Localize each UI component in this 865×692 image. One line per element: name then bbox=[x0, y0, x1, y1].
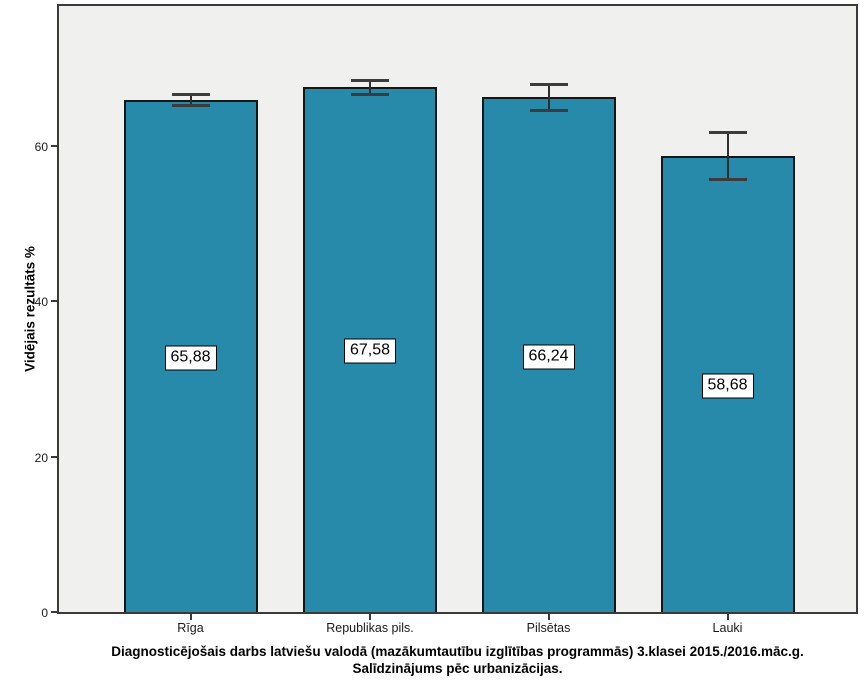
bar bbox=[660, 156, 795, 612]
bar-value-label: 65,88 bbox=[164, 345, 217, 371]
y-tick-mark bbox=[51, 144, 59, 147]
error-bar-cap-bottom bbox=[708, 178, 747, 182]
bar-value-label: 58,68 bbox=[701, 373, 754, 399]
error-bar-cap-top bbox=[529, 82, 568, 86]
error-bar-line bbox=[369, 79, 371, 95]
x-tick-label: Rīga bbox=[177, 621, 204, 635]
error-bar-line bbox=[189, 93, 192, 107]
x-tick-label: Lauki bbox=[712, 621, 743, 635]
error-bar-line bbox=[547, 83, 550, 111]
error-bar-cap-top bbox=[351, 78, 389, 82]
error-bar-cap-bottom bbox=[171, 104, 210, 108]
error-bar-cap-top bbox=[171, 92, 210, 96]
bar-value-label: 66,24 bbox=[522, 344, 575, 370]
y-tick-label: 40 bbox=[34, 295, 48, 310]
x-tick-mark bbox=[726, 614, 729, 620]
error-bar-cap-top bbox=[708, 130, 747, 134]
chart-title: Diagnosticējošais darbs latviešu valodā … bbox=[59, 643, 856, 677]
error-bar-cap-bottom bbox=[351, 92, 389, 96]
error-bar-cap-bottom bbox=[529, 108, 568, 112]
plot-area: 65,88 67,58 66,24 58,68 bbox=[57, 4, 858, 614]
y-tick-label: 60 bbox=[34, 139, 48, 154]
x-tick-label: Republikas pils. bbox=[326, 621, 414, 635]
y-tick-mark bbox=[51, 611, 59, 613]
x-tick-mark bbox=[547, 614, 550, 620]
bar-value-label: 67,58 bbox=[343, 338, 397, 364]
y-tick-label: 0 bbox=[41, 606, 48, 620]
chart-title-line-1: Diagnosticējošais darbs latviešu valodā … bbox=[111, 644, 804, 659]
y-tick-label: 20 bbox=[34, 450, 48, 465]
y-tick-mark bbox=[51, 455, 59, 458]
error-bar-line bbox=[726, 131, 729, 181]
x-tick-label: Pilsētas bbox=[526, 621, 571, 635]
chart-title-line-2: Salīdzinājums pēc urbanizācijas. bbox=[352, 661, 563, 676]
x-tick-mark bbox=[369, 614, 371, 620]
y-tick-mark bbox=[51, 300, 59, 303]
x-tick-mark bbox=[189, 614, 192, 620]
